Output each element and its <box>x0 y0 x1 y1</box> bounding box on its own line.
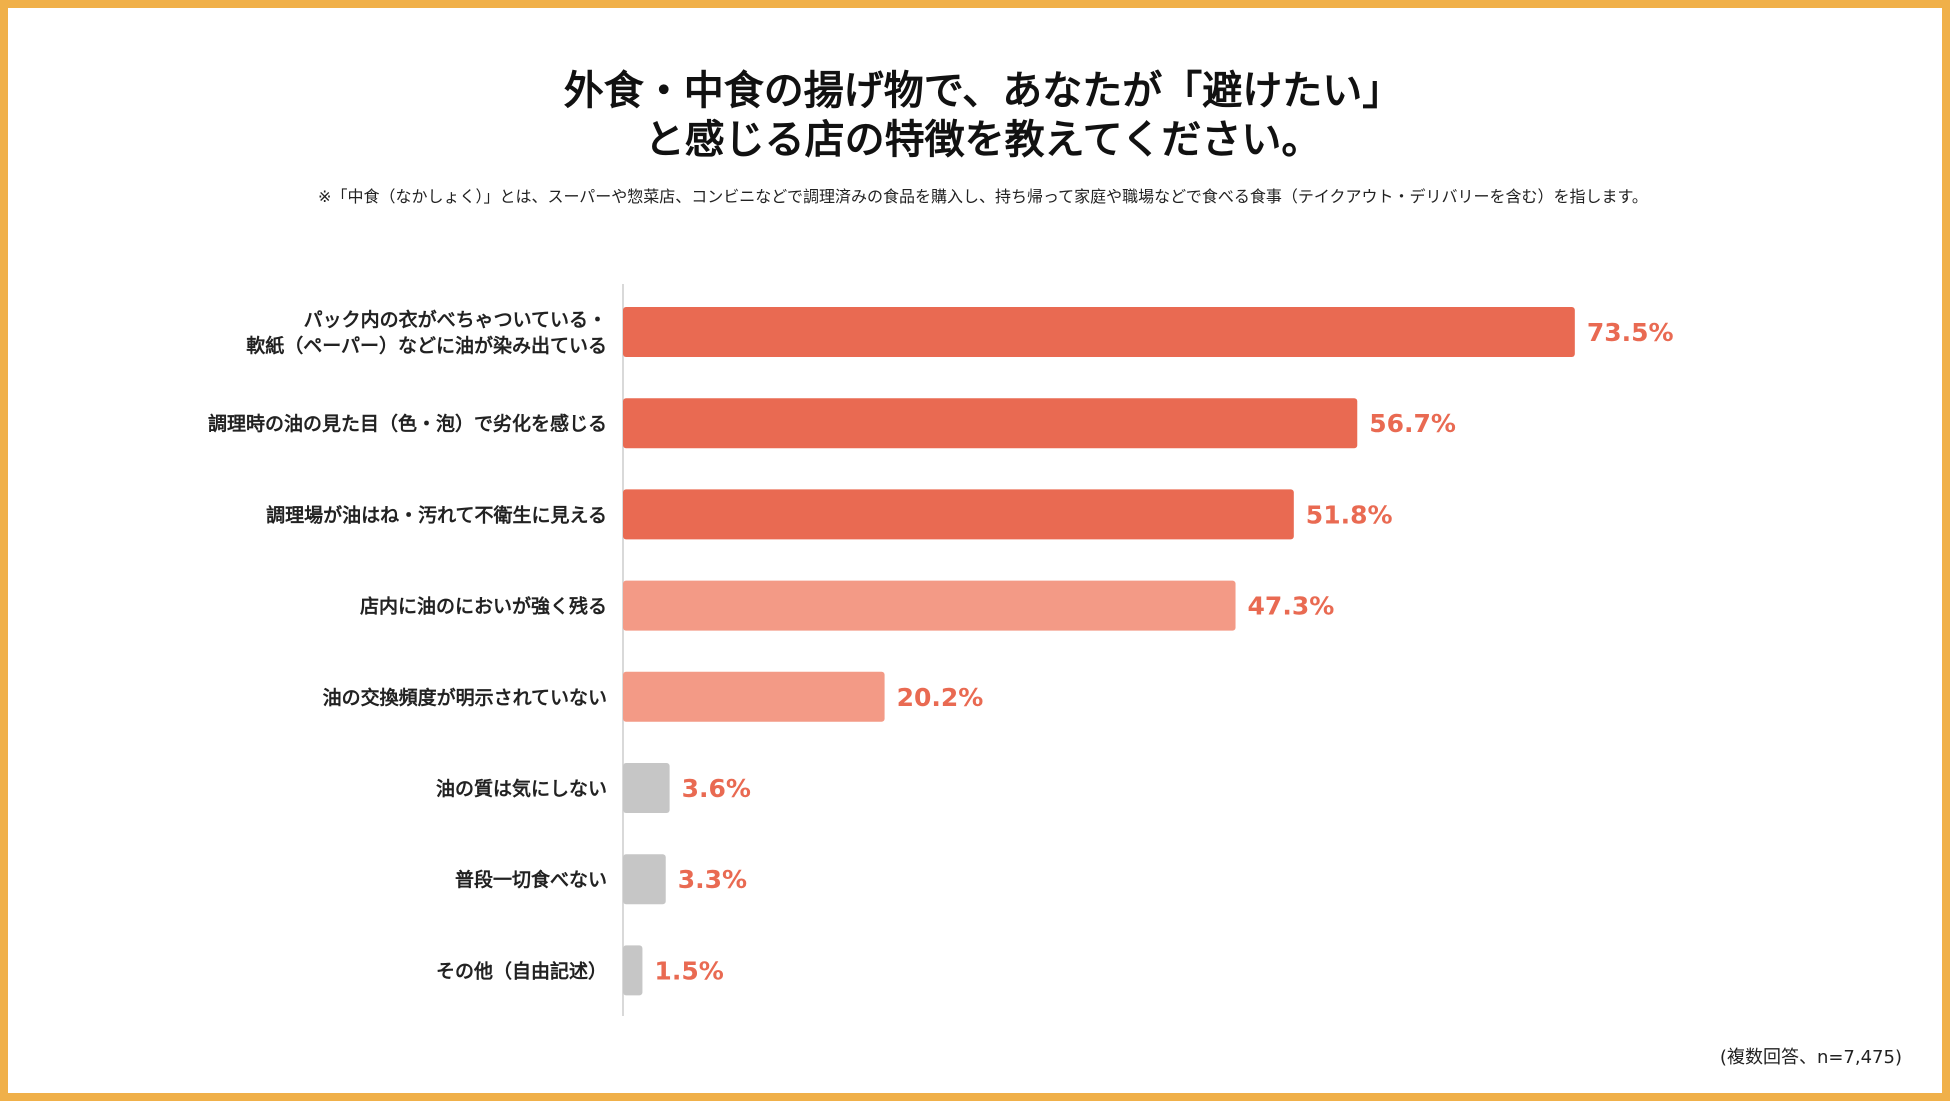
chart-title-line-1: 外食・中食の揚げ物で、あなたが「避けたい」 <box>563 68 1403 114</box>
category-label-7: 普段一切食べない <box>455 868 607 891</box>
category-label-6: 油の質は気にしない <box>436 777 607 800</box>
value-label-4: 47.3% <box>1248 592 1335 621</box>
bar-6 <box>623 763 670 813</box>
bar-5 <box>623 671 885 722</box>
bar-8 <box>623 945 643 996</box>
bar-1 <box>623 307 1575 357</box>
category-label-1-line-2: 軟紙（ペーパー）などに油が染み出ている <box>246 334 607 357</box>
chart-note: ※「中食（なかしょく）」とは、スーパーや惣菜店、コンビニなどで調理済みの食品を購… <box>318 187 1648 206</box>
category-label-1-line-1: パック内の衣がべちゃついている・ <box>304 308 607 331</box>
category-label-4: 店内に油のにおいが強く残る <box>360 595 607 618</box>
bar-3 <box>623 489 1294 540</box>
bar-4 <box>623 580 1236 631</box>
value-label-8: 1.5% <box>654 956 723 985</box>
value-label-5: 20.2% <box>897 683 984 712</box>
category-label-3: 調理場が油はね・汚れて不衛生に見える <box>266 503 607 526</box>
bar-7 <box>623 854 666 905</box>
value-label-3: 51.8% <box>1306 500 1393 529</box>
category-label-2: 調理時の油の見た目（色・泡）で劣化を感じる <box>208 412 607 435</box>
category-label-8: その他（自由記述） <box>436 959 607 982</box>
value-label-2: 56.7% <box>1369 409 1456 438</box>
value-label-7: 3.3% <box>678 865 747 894</box>
value-label-1: 73.5% <box>1587 318 1674 347</box>
chart-title-line-2: と感じる店の特徴を教えてください。 <box>644 117 1322 163</box>
chart-footer: (複数回答、n=7,475) <box>1719 1047 1902 1068</box>
bar-2 <box>623 398 1358 449</box>
value-label-6: 3.6% <box>682 774 751 803</box>
category-label-5: 油の交換頻度が明示されていない <box>323 686 607 709</box>
